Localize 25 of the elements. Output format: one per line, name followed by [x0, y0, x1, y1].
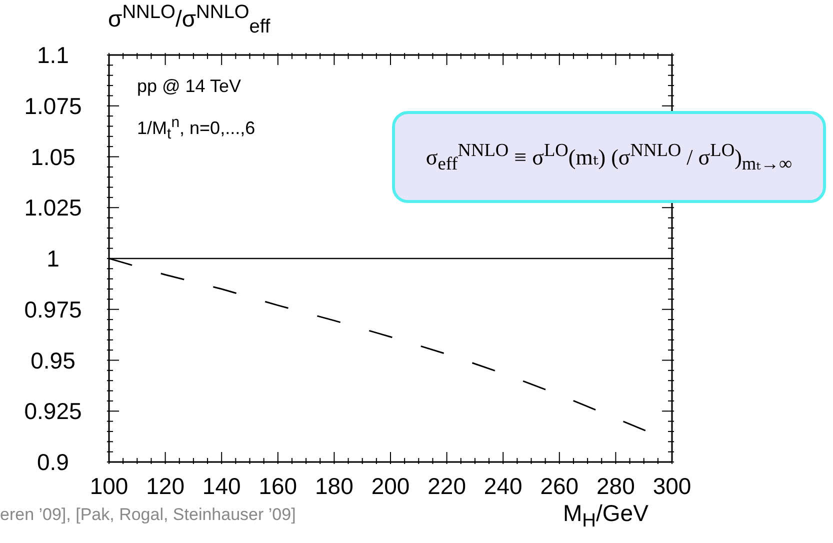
x-tick-label: 180 [315, 473, 354, 499]
y-tick-label: 1.1 [37, 42, 69, 68]
y-tick-label: 1.025 [24, 194, 82, 221]
x-tick-label: 280 [596, 473, 635, 499]
x-tick-label: 240 [484, 473, 522, 499]
y-tick-label: 0.9 [37, 449, 69, 475]
x-tick-label: 260 [540, 473, 579, 499]
y-tick-label: 1.075 [24, 92, 82, 119]
annotation: 1/M$_{t}$$^{n}$, n=0,...,6 [137, 114, 256, 143]
x-tick-label: 140 [202, 473, 241, 499]
x-axis-title: M$_{H}$/GeV [563, 500, 648, 533]
y-tick-label: 0.975 [24, 296, 82, 322]
annotation: pp @ 14 TeV [137, 76, 242, 97]
formula-box: σ$_{eff}$$^{NNLO}$ ≡ σ$^{LO}$(mₜ) (σ$^{NNLO}$ / σ$^{LO}$)$_{mₜ→∞}$ [392, 111, 826, 203]
x-tick-label: 300 [652, 473, 692, 499]
x-tick-label: 120 [146, 473, 184, 499]
x-tick-label: 100 [90, 473, 128, 499]
x-tick-label: 200 [371, 473, 410, 499]
y-tick-label: 1 [46, 246, 60, 272]
text: eren ’09], [Pak, Rogal, Steinhauser ’09] [0, 505, 296, 525]
x-tick-label: 160 [258, 473, 298, 499]
y-tick-label: 0.925 [24, 398, 82, 424]
y-tick-label: 1.05 [30, 144, 76, 170]
x-tick-label: 220 [428, 473, 466, 499]
y-tick-label: 0.95 [30, 347, 76, 374]
